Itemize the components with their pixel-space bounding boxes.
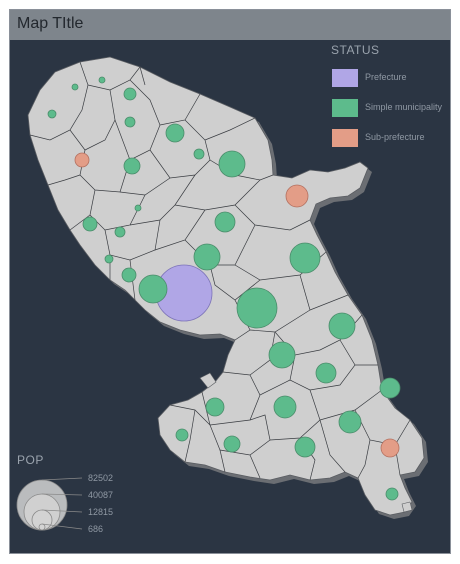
municipality-symbol <box>338 410 362 434</box>
municipality-symbol <box>71 83 79 91</box>
municipality-symbol <box>205 397 225 417</box>
municipality-symbol <box>193 243 221 271</box>
pop-legend-leaders <box>41 477 83 530</box>
municipality-symbol <box>175 428 189 442</box>
pop-value-82502: 82502 <box>88 473 114 483</box>
legend-item-sub-prefecture: Sub-prefecture <box>332 129 442 147</box>
sub-prefecture-symbol <box>74 152 90 168</box>
pop-legend-circles <box>16 479 68 531</box>
sub-prefecture-symbol <box>380 438 400 458</box>
pop-legend-title: POP <box>17 453 44 467</box>
pop-legend-circle-tiny <box>38 523 46 531</box>
municipality-symbol <box>114 226 126 238</box>
municipality-symbol <box>123 87 137 101</box>
municipality-symbol <box>98 76 106 84</box>
legend-label-simple-municipality: Simple municipality <box>365 102 443 112</box>
municipality-symbol <box>273 395 297 419</box>
sub-prefecture-swatch <box>332 129 358 147</box>
legend-item-simple-municipality: Simple municipality <box>332 99 442 117</box>
municipality-symbol <box>268 341 296 369</box>
municipality-symbol <box>385 487 399 501</box>
sub-prefecture-symbol <box>285 184 309 208</box>
municipality-symbol <box>165 123 185 143</box>
municipality-symbol <box>82 216 98 232</box>
status-legend-title: STATUS <box>331 43 380 57</box>
pop-value-12815: 12815 <box>88 507 114 517</box>
title-bar: Map TItle <box>10 10 450 40</box>
municipality-symbol <box>223 435 241 453</box>
islet <box>199 372 217 389</box>
municipality-symbol <box>138 274 168 304</box>
simple-municipality-swatch <box>332 99 358 117</box>
legend-item-prefecture: Prefecture <box>332 69 442 87</box>
municipality-symbol <box>134 204 142 212</box>
municipality-symbol <box>289 242 321 274</box>
map-canvas <box>16 56 428 531</box>
municipality-symbol <box>379 377 401 399</box>
municipality-symbol <box>47 109 57 119</box>
municipality-symbol <box>104 254 114 264</box>
municipality-symbol <box>124 116 136 128</box>
map-frame: Map TItle STATUS Prefecture Simple munic… <box>9 9 451 554</box>
legend-label-sub-prefecture: Sub-prefecture <box>365 132 425 142</box>
prefecture-swatch <box>332 69 358 87</box>
pop-value-686: 686 <box>88 524 104 534</box>
municipality-symbol <box>236 287 278 329</box>
islet <box>401 501 413 513</box>
population-symbols <box>47 76 401 501</box>
municipality-symbol <box>123 157 141 175</box>
map-title: Map TItle <box>17 15 84 32</box>
municipality-symbol <box>121 267 137 283</box>
municipality-symbol <box>328 312 356 340</box>
pop-value-40087: 40087 <box>88 490 114 500</box>
municipality-symbol <box>315 362 337 384</box>
municipality-symbol <box>294 436 316 458</box>
legend-label-prefecture: Prefecture <box>365 72 407 82</box>
municipality-symbol <box>214 211 236 233</box>
municipality-symbol <box>218 150 246 178</box>
municipality-symbol <box>193 148 205 160</box>
